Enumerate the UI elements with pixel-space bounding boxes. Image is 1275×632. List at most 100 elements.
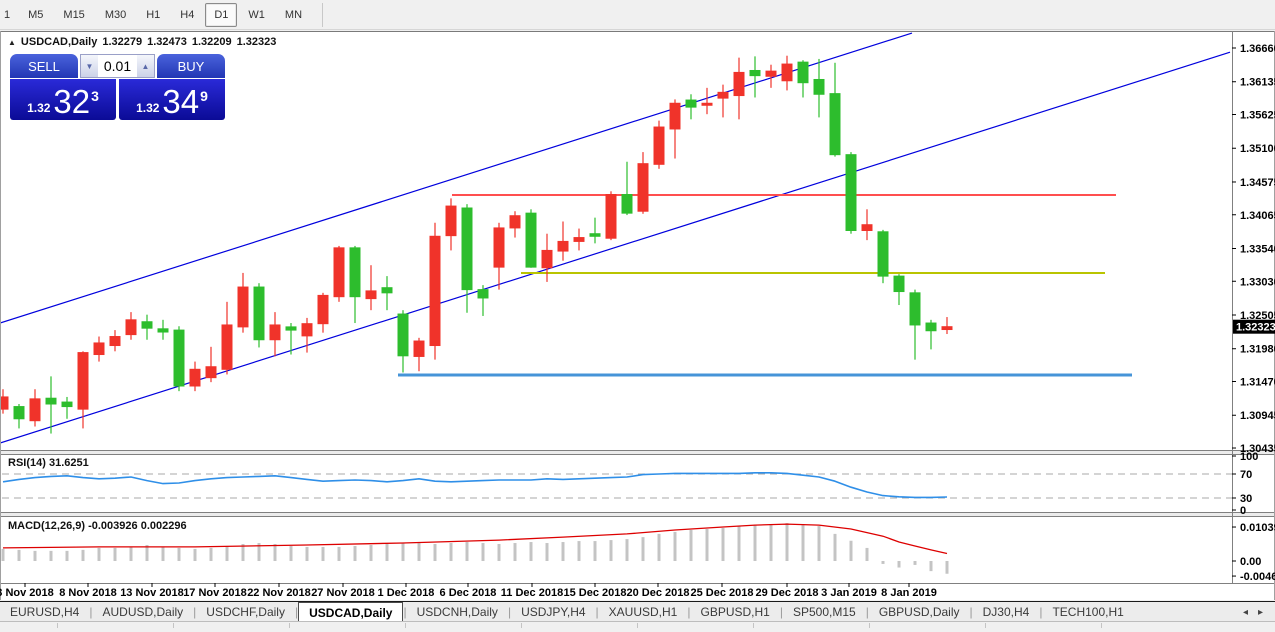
tab-xauusd-h1[interactable]: XAUUSD,H1 xyxy=(608,605,678,619)
tab-scroll-left-icon[interactable]: ◂ xyxy=(1242,606,1248,618)
volume-increase-icon[interactable]: ▲ xyxy=(137,55,154,77)
timeframe-button-h1[interactable]: H1 xyxy=(146,8,161,21)
tab-separator: | xyxy=(89,605,93,619)
date-axis-label: 6 Dec 2018 xyxy=(440,587,497,599)
timeframe-button-mn[interactable]: MN xyxy=(284,8,303,21)
candle-body xyxy=(45,397,57,405)
status-bar-divider xyxy=(57,623,58,628)
timeframe-button-w1[interactable]: W1 xyxy=(248,8,265,21)
tab-separator: | xyxy=(1039,605,1043,619)
date-axis-label: 15 Dec 2018 xyxy=(564,587,627,599)
status-bar-divider xyxy=(289,623,290,628)
buy-price-prefix: 1.32 xyxy=(136,101,160,115)
date-axis-label: 13 Nov 2018 xyxy=(120,587,184,599)
date-axis-label: 27 Nov 2018 xyxy=(311,587,375,599)
candle-body xyxy=(173,329,185,387)
tab-dj30-h4[interactable]: DJ30,H4 xyxy=(982,605,1030,619)
tab-tech100-h1[interactable]: TECH100,H1 xyxy=(1052,605,1124,619)
candle-body xyxy=(237,286,249,328)
candle-body xyxy=(877,231,889,277)
timeframe-button-m5[interactable]: M5 xyxy=(28,8,44,21)
tab-sp500-m15[interactable]: SP500,M15 xyxy=(792,605,856,619)
macd-signal-line xyxy=(2,523,948,555)
macd-name: MACD(12,26,9) xyxy=(8,520,86,532)
candle-body xyxy=(189,368,201,387)
timeframe-button-h4[interactable]: H4 xyxy=(180,8,195,21)
candle-body xyxy=(461,207,473,291)
tab-usdjpy-h4[interactable]: USDJPY,H4 xyxy=(521,605,586,619)
collapse-arrow-icon[interactable]: ▲ xyxy=(8,37,16,47)
candle-body xyxy=(637,163,649,212)
buy-price-panel[interactable]: 1.32 34 9 xyxy=(119,79,225,120)
candle-body xyxy=(621,194,633,214)
price-axis-label: 1.34065 xyxy=(1240,210,1275,222)
trend-channel-line xyxy=(0,51,1231,444)
buy-button[interactable]: BUY xyxy=(157,54,225,78)
tab-audusd-daily[interactable]: AUDUSD,Daily xyxy=(102,605,184,619)
date-axis-label: 17 Nov 2018 xyxy=(183,587,247,599)
macd-axis-label: 0.010397 xyxy=(1240,522,1275,534)
sell-price-panel[interactable]: 1.32 32 3 xyxy=(10,79,116,120)
volume-field: ▼ 0.01 ▲ xyxy=(80,54,155,78)
timeframe-button-m30[interactable]: M30 xyxy=(104,8,127,21)
macd-axis-label: -0.004608 xyxy=(1240,571,1275,583)
status-bar-divider xyxy=(753,623,754,628)
volume-input[interactable]: 0.01 xyxy=(103,58,132,74)
candle-body xyxy=(221,324,233,370)
candle-body xyxy=(701,102,713,106)
date-axis-label: 29 Dec 2018 xyxy=(756,587,819,599)
chart-background xyxy=(0,31,1275,600)
price-axis-label: 1.32505 xyxy=(1240,310,1275,322)
price-axis-label: 1.33030 xyxy=(1240,276,1275,288)
candle-body xyxy=(205,366,217,379)
sell-price-pip: 3 xyxy=(91,88,99,104)
date-axis-label: 11 Dec 2018 xyxy=(501,587,563,599)
splitter-main-rsi[interactable] xyxy=(0,450,1275,455)
tab-scroll-right-icon[interactable]: ▸ xyxy=(1257,606,1263,618)
candle-body xyxy=(861,224,873,231)
candle-body xyxy=(13,406,25,420)
tab-usdcnh-daily[interactable]: USDCNH,Daily xyxy=(416,605,498,619)
candle-body xyxy=(829,93,841,156)
tab-separator: | xyxy=(294,605,299,619)
candle-body xyxy=(61,401,73,408)
candle-body xyxy=(381,287,393,294)
tab-separator: | xyxy=(595,605,599,619)
timeframe-button-d1[interactable]: D1 xyxy=(205,2,238,27)
macd-axis-label: 0.00 xyxy=(1240,556,1261,568)
sell-button[interactable]: SELL xyxy=(10,54,78,78)
candle-body xyxy=(141,321,153,329)
candle-body xyxy=(765,70,777,77)
timeframe-button-m15[interactable]: M15 xyxy=(63,8,85,21)
timeframe-button-1[interactable]: 1 xyxy=(4,8,11,21)
macd-signal-current-value: 0.002296 xyxy=(140,520,187,532)
price-axis-label: 1.36135 xyxy=(1240,77,1275,89)
price-axis-label: 1.36660 xyxy=(1240,43,1275,55)
candle-body xyxy=(717,91,729,99)
candle-body xyxy=(317,294,329,325)
candle-body xyxy=(589,233,601,237)
tab-gbpusd-daily[interactable]: GBPUSD,Daily xyxy=(878,605,960,619)
timeframe-toolbar: 1 M5 M15 M30 H1 H4 D1 W1 MN xyxy=(0,0,1275,30)
status-bar-divider xyxy=(1101,623,1102,628)
status-bar-divider xyxy=(869,623,870,628)
candle-body xyxy=(573,237,585,242)
candle-body xyxy=(653,126,665,165)
tab-gbpusd-h1[interactable]: GBPUSD,H1 xyxy=(700,605,770,619)
candle-body xyxy=(413,340,425,357)
splitter-rsi-macd[interactable] xyxy=(0,512,1275,517)
tab-eurusd-h4[interactable]: EURUSD,H4 xyxy=(10,605,80,619)
volume-decrease-icon[interactable]: ▼ xyxy=(81,55,98,77)
date-axis-label: 3 Jan 2019 xyxy=(821,587,877,599)
date-axis-label: 25 Dec 2018 xyxy=(691,587,754,599)
candle-body xyxy=(845,154,857,231)
price-axis-label: 1.35100 xyxy=(1240,143,1275,155)
rsi-axis-label: 100 xyxy=(1240,451,1258,463)
status-bar xyxy=(0,621,1275,632)
tab-usdchf-daily[interactable]: USDCHF,Daily xyxy=(206,605,285,619)
price-axis-label: 1.31470 xyxy=(1240,377,1275,389)
candle-body xyxy=(749,69,761,77)
tab-usdcad-daily[interactable]: USDCAD,Daily xyxy=(298,602,404,622)
